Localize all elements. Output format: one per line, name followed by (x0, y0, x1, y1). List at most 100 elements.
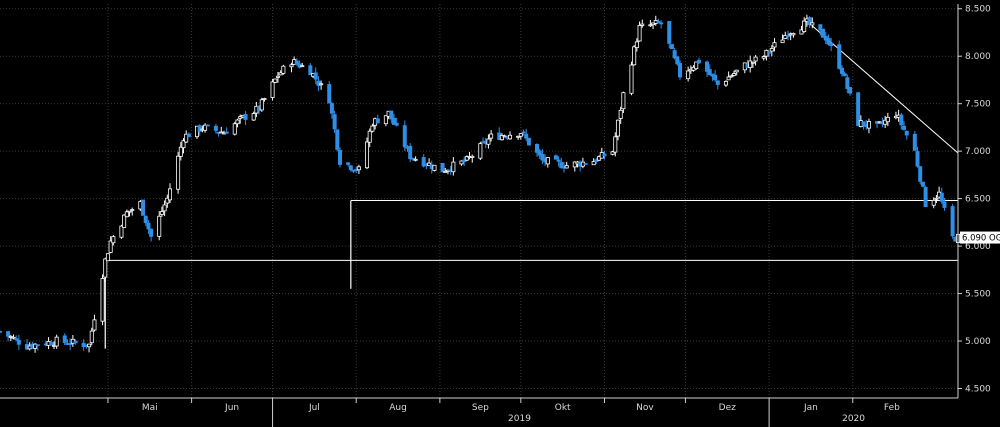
candle-body (203, 124, 208, 131)
candles (0, 14, 961, 353)
candle-body (459, 160, 464, 165)
candle-body (545, 157, 550, 165)
candle-body (613, 136, 618, 153)
candle-body (802, 20, 807, 32)
candle-body (950, 206, 955, 237)
candle-body (329, 103, 334, 114)
month-tick-label: Nov (636, 403, 654, 413)
candle-body (559, 162, 564, 169)
candle-body (146, 222, 151, 230)
candle-body (111, 236, 116, 244)
candle-body (564, 165, 569, 169)
candle-body (11, 336, 16, 339)
candle-body (100, 278, 105, 322)
candle-body (705, 61, 710, 72)
candle-body (648, 24, 653, 27)
candle-body (105, 253, 110, 262)
candle-body (370, 125, 375, 132)
candle-body (124, 211, 129, 218)
candle-body (62, 335, 67, 343)
candle-body (348, 165, 353, 171)
candle-body (686, 70, 691, 80)
candle-body (556, 159, 561, 162)
candle-body (791, 33, 796, 36)
month-tick-label: Dez (719, 403, 736, 413)
candle-body (553, 155, 558, 160)
candle-body (610, 151, 615, 155)
year-tick-label: 2019 (508, 414, 531, 424)
candle-body (346, 162, 351, 165)
month-tick-label: Jun (224, 403, 239, 413)
candle-body (205, 124, 210, 127)
candle-body (602, 153, 607, 157)
candle-body (931, 199, 936, 206)
candle-body (829, 42, 834, 47)
candle-body (308, 65, 313, 76)
candle-body (427, 162, 432, 167)
candle-body (634, 41, 639, 48)
candle-body (659, 22, 664, 25)
month-tick-label: Feb (884, 403, 900, 413)
candle-body (391, 117, 396, 125)
candle-body (87, 343, 92, 348)
candle-body (356, 166, 361, 171)
candle-body (421, 157, 426, 167)
candle-body (275, 75, 280, 78)
y-tick-label: 8.000 (965, 52, 991, 62)
candle-body (856, 92, 861, 127)
candle-body (918, 166, 923, 182)
candle-body (524, 133, 529, 139)
last-value-label: 6.090 OGZ (962, 234, 1000, 244)
candle-body (767, 51, 772, 54)
candle-body (753, 56, 758, 62)
candle-body (319, 83, 324, 86)
candle-body (470, 155, 475, 158)
last-value-tag (960, 231, 1000, 244)
grid (0, 4, 958, 398)
candle-body (761, 56, 766, 59)
candle-body (637, 25, 642, 42)
candle-body (367, 130, 372, 143)
candle-body (251, 113, 256, 121)
candle-body (920, 181, 925, 187)
candle-body (103, 258, 108, 278)
candle-body (772, 42, 777, 48)
candle-body (877, 121, 882, 124)
candle-body (89, 330, 94, 344)
candle-body (73, 340, 78, 344)
candle-body (734, 69, 739, 73)
candle-body (313, 72, 318, 80)
candle-body (238, 116, 243, 119)
candle-body (410, 157, 415, 160)
candle-body (35, 344, 40, 347)
candle-body (866, 121, 871, 129)
candle-body (243, 114, 248, 120)
candle-body (540, 153, 545, 161)
candle-body (68, 342, 73, 345)
y-tick-label: 7.000 (965, 147, 991, 157)
y-tick-label: 7.500 (965, 100, 991, 110)
month-tick-label: Sep (472, 403, 489, 413)
candle-body (904, 130, 909, 136)
tick-labels: 8.500 8.000 7.500 7.000 6.500 6.000 5.500 5.000… (142, 5, 1000, 424)
candle-body (462, 159, 467, 163)
candle-body (119, 225, 124, 238)
candle-body (413, 158, 418, 161)
candle-body (383, 115, 388, 125)
candle-body (181, 140, 186, 149)
month-tick-label: Jul (308, 403, 320, 413)
candle-body (810, 22, 815, 26)
candle-body (651, 22, 656, 26)
candle-body (715, 80, 720, 85)
candle-body (259, 99, 264, 111)
candle-body (537, 150, 542, 156)
candle-body (213, 125, 218, 131)
candle-body (769, 48, 774, 52)
candle-body (159, 211, 164, 215)
candle-body (197, 125, 202, 132)
candle-body (518, 133, 523, 137)
candle-body (375, 118, 380, 124)
candle-body (219, 131, 224, 134)
candle-body (521, 131, 526, 134)
